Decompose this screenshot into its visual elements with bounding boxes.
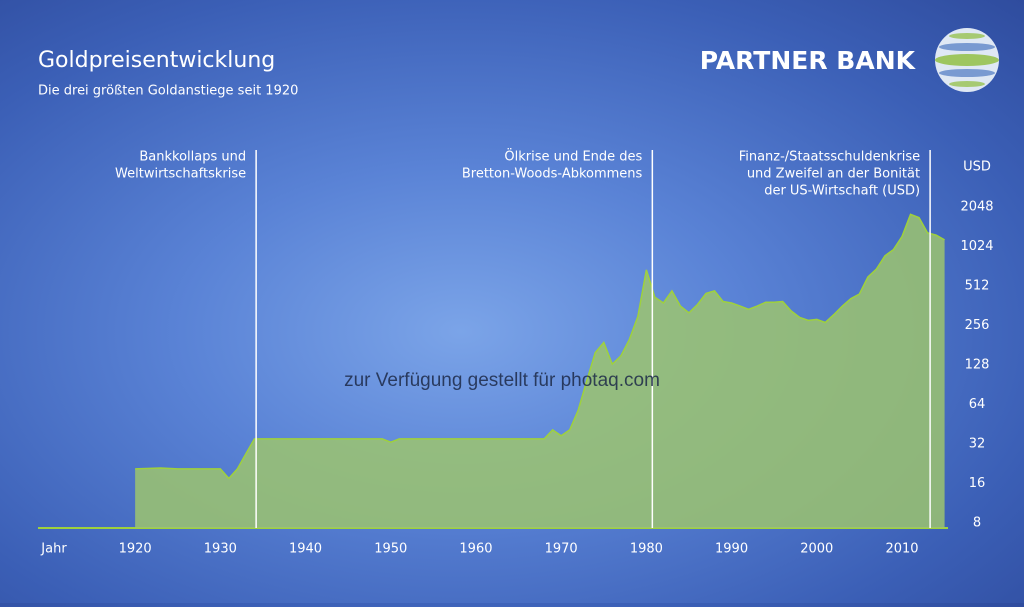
y-tick-label: 128 (965, 358, 990, 373)
y-tick-label: 2048 (960, 200, 993, 215)
x-tick-label: 1990 (715, 542, 748, 557)
y-tick-label: 1024 (960, 239, 993, 254)
x-tick-label: 2000 (800, 542, 833, 557)
y-tick-label: 16 (969, 476, 986, 491)
watermark: zur Verfügung gestellt für photaq.com (344, 370, 660, 391)
area (135, 214, 945, 528)
y-axis-label: USD (963, 160, 991, 175)
chart-subtitle: Die drei größten Goldanstiege seit 1920 (38, 84, 298, 99)
x-axis-label: Jahr (40, 542, 67, 557)
annotation-text: Finanz-/Staatsschuldenkrise (739, 150, 920, 165)
chart-title: Goldpreisentwicklung (38, 48, 275, 73)
x-tick-label: 1940 (289, 542, 322, 557)
x-tick-label: 1980 (630, 542, 663, 557)
x-tick-label: 1920 (119, 542, 152, 557)
x-tick-label: 1970 (545, 542, 578, 557)
x-tick-label: 1930 (204, 542, 237, 557)
logo (935, 28, 999, 92)
y-tick-label: 32 (969, 437, 986, 452)
y-tick-label: 64 (969, 397, 986, 412)
x-tick-label: 1950 (374, 542, 407, 557)
x-tick-label: 2010 (885, 542, 918, 557)
annotation-text: Weltwirtschaftskrise (115, 167, 246, 182)
annotation-text: und Zweifel an der Bonität (747, 167, 920, 182)
y-tick-label: 8 (973, 516, 981, 531)
brand: PARTNER BANK (700, 46, 917, 75)
y-tick-label: 512 (965, 279, 990, 294)
annotation-text: Bretton-Woods-Abkommens (462, 167, 643, 182)
area-outline (135, 213, 945, 480)
annotation-text: Ölkrise und Ende des (504, 148, 642, 165)
annotation-text: Bankkollaps und (139, 150, 246, 165)
x-tick-label: 1960 (459, 542, 492, 557)
annotation-text: der US-Wirtschaft (USD) (764, 184, 920, 199)
y-tick-label: 256 (965, 318, 990, 333)
